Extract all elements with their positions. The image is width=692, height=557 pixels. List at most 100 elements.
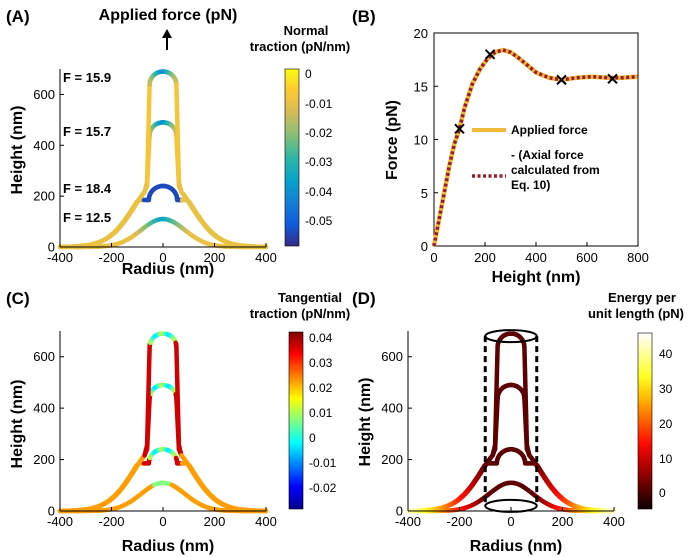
membrane-segment <box>174 344 182 448</box>
panel-c-ylabel: Height (nm) <box>9 380 26 469</box>
x-marker <box>484 49 496 60</box>
x-tick-label: -200 <box>98 250 124 265</box>
panel-c-xlabel: Radius (nm) <box>122 538 214 555</box>
x-tick-label: 0 <box>159 514 166 529</box>
panel-a-xlabel: Radius (nm) <box>122 261 214 278</box>
colorbar-a-title: traction (pN/nm) <box>250 39 350 54</box>
colorbar-d-title: Energy per <box>608 290 676 305</box>
colorbar-c-tick: 0 <box>309 431 316 445</box>
x-tick-label: 200 <box>204 514 226 529</box>
cylinder-bottom-ellipse <box>484 498 538 513</box>
force-label: F = 12.5 <box>63 210 111 225</box>
colorbar-c-tick: -0.01 <box>309 456 337 470</box>
y-tick-label: 0 <box>48 504 55 519</box>
legend-axial-label: calculated from <box>511 163 600 177</box>
force-label: F = 15.7 <box>63 124 111 139</box>
y-tick-label: 20 <box>414 26 428 41</box>
y-tick-label: 200 <box>33 452 55 467</box>
colorbar-c-title: traction (pN/nm) <box>250 306 350 321</box>
panel-c-curves <box>57 331 269 514</box>
membrane-segment <box>522 344 530 448</box>
x-tick-label: -400 <box>47 250 73 265</box>
cylinder-outline <box>483 329 539 513</box>
cylinder-top-ellipse <box>484 329 538 344</box>
panel-d-label: (D) <box>352 289 376 308</box>
y-tick-label: 400 <box>33 138 55 153</box>
panel-d-curves <box>405 331 617 514</box>
colorbar-a-tick: 0 <box>305 67 312 81</box>
panel-a: (A) Applied force (pN) -400 -200 0 200 400 0 2… <box>6 7 350 278</box>
x-tick-label: -400 <box>47 514 73 529</box>
y-tick-label: 10 <box>414 133 428 148</box>
membrane-segment <box>144 344 152 448</box>
x-tick-label: 0 <box>159 250 166 265</box>
legend-axial-label: - (Axial force <box>511 148 584 162</box>
panel-a-axes: -400 -200 0 200 400 0 200 400 600 <box>33 69 277 265</box>
panel-d-axes: -400 -200 0 200 400 0 200 400 600 <box>381 331 625 529</box>
panel-c-label: (C) <box>6 289 30 308</box>
colorbar-c-tick: 0.01 <box>309 406 333 420</box>
colorbar-d-title: unit length (pN) <box>588 306 684 321</box>
x-tick-label: 200 <box>204 250 226 265</box>
y-tick-label: 600 <box>33 349 55 364</box>
x-marker <box>607 73 618 85</box>
y-tick-label: 400 <box>33 401 55 416</box>
colorbar-a-tick: -0.02 <box>305 126 333 140</box>
legend-applied-label: Applied force <box>511 123 588 137</box>
panel-b-markers <box>454 49 618 135</box>
colorbar-c-title: Tangential <box>278 290 342 305</box>
panel-b-plot-area <box>433 32 639 247</box>
colorbar-d-tick: 20 <box>659 417 673 431</box>
colorbar-a-tick: -0.03 <box>305 155 333 169</box>
x-tick-label: 200 <box>552 514 574 529</box>
x-tick-label: 800 <box>627 250 649 265</box>
colorbar-c-tick: 0.04 <box>309 331 333 345</box>
y-tick-label: 0 <box>48 240 55 255</box>
colorbar-c <box>288 331 304 510</box>
x-marker <box>454 123 465 135</box>
membrane-segment <box>144 82 152 185</box>
x-tick-label: 400 <box>255 514 277 529</box>
applied-force-annotation: Applied force (pN) <box>99 7 238 24</box>
panel-b-xlabel: Height (nm) <box>492 269 581 286</box>
panel-b-lines <box>431 47 639 247</box>
panel-d-ylabel: Height (nm) <box>357 378 374 467</box>
x-marker <box>556 74 567 86</box>
force-label: F = 15.9 <box>63 70 111 85</box>
x-tick-label: -200 <box>446 514 472 529</box>
colorbar-d-tick: 0 <box>659 486 666 500</box>
y-tick-label: 200 <box>381 452 403 467</box>
colorbar-d <box>637 332 653 510</box>
y-tick-label: 0 <box>421 239 428 254</box>
x-tick-label: 400 <box>603 514 625 529</box>
panel-c-axes: -400 -200 0 200 400 0 200 400 600 <box>33 331 277 529</box>
force-arrow-icon <box>162 29 172 50</box>
x-tick-label: 400 <box>525 250 547 265</box>
applied-force-line <box>431 47 639 247</box>
y-tick-label: 600 <box>381 349 403 364</box>
panel-b-axes: 0 200 400 600 800 0 5 10 15 20 <box>414 26 649 265</box>
colorbar-a <box>284 68 300 247</box>
colorbar-a-tick: -0.01 <box>305 97 333 111</box>
panel-b-ylabel: Force (pN) <box>384 100 401 180</box>
x-tick-label: -400 <box>395 514 421 529</box>
colorbar-d-tick: 10 <box>659 452 673 466</box>
y-tick-label: 15 <box>414 79 428 94</box>
colorbar-a-title: Normal <box>284 23 329 38</box>
panel-b: (B) 0 200 400 600 800 0 5 10 15 20 Applied force … <box>352 7 649 286</box>
x-tick-label: 0 <box>507 514 514 529</box>
y-tick-label: 0 <box>396 504 403 519</box>
x-tick-label: -200 <box>98 514 124 529</box>
membrane-segment <box>174 82 182 185</box>
colorbar-d-tick: 30 <box>659 382 673 396</box>
x-tick-label: 400 <box>255 250 277 265</box>
y-tick-label: 600 <box>33 87 55 102</box>
y-tick-label: 400 <box>381 401 403 416</box>
colorbar-c-tick: 0.03 <box>309 356 333 370</box>
colorbar-a-tick: -0.04 <box>305 185 333 199</box>
x-tick-label: 200 <box>474 250 496 265</box>
legend: Applied force - (Axial force calculated … <box>472 123 600 192</box>
y-tick-label: 200 <box>33 189 55 204</box>
